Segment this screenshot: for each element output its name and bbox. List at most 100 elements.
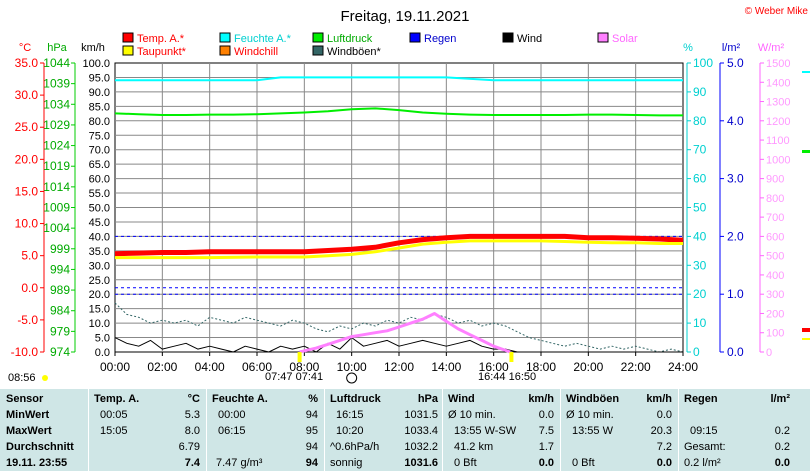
sensor-column: Sensor MinWert MaxWert Durchschnitt 19.1… — [6, 389, 86, 471]
temp-tick-3: 20.0 — [15, 152, 39, 166]
x-tick-6: 12:00 — [384, 360, 414, 374]
gusts-current-value: 0.0 — [656, 457, 672, 469]
pressure-min-time: 16:15 — [336, 409, 364, 421]
temp-unit-label: °C — [19, 42, 31, 54]
temp-tick-1: 30.0 — [15, 88, 39, 102]
wind-current-value: 0.0 — [538, 457, 554, 469]
legend-swatch-8 — [312, 45, 324, 56]
sensor-max-label: MaxWert — [6, 425, 52, 437]
temp-tick-7: 0.0 — [21, 281, 38, 295]
wind-bft: 0 Bft — [454, 457, 477, 469]
legend-label-4: Wind — [517, 33, 542, 45]
legend-swatch-1 — [219, 32, 231, 43]
legend-label-0: Temp. A.* — [137, 33, 185, 45]
sunset-marker — [509, 352, 514, 362]
temp-tick-6: 5.0 — [21, 249, 38, 263]
gusts-max-time: 13:55 W — [572, 425, 613, 437]
wind-tick-11: 45.0 — [89, 217, 110, 229]
pressure-current-value: 1031.6 — [404, 457, 438, 469]
pressure-tick-13: 979 — [50, 324, 70, 338]
right-marker-pressure — [802, 150, 810, 153]
rain-tick-3: 2.0 — [727, 229, 744, 243]
wind-tick-3: 85.0 — [89, 101, 110, 113]
rain-tick-2: 3.0 — [727, 172, 744, 186]
x-tick-2: 04:00 — [195, 360, 225, 374]
pressure-tick-2: 1034 — [43, 97, 70, 111]
humidity-max-value: 95 — [305, 425, 318, 437]
series-line-4 — [114, 302, 684, 353]
pressure-tick-1: 1039 — [43, 77, 70, 91]
solar-tick-0: 1500 — [766, 58, 790, 70]
pressure-max-value: 1033.4 — [404, 425, 438, 437]
solar-tick-14: 100 — [766, 328, 784, 340]
pressure-tick-11: 989 — [50, 283, 70, 297]
series-line-2 — [115, 76, 683, 82]
legend-swatch-7 — [219, 45, 231, 56]
wind-tick-6: 70.0 — [89, 145, 110, 157]
rain-tick-0: 5.0 — [727, 56, 744, 70]
pressure-column: Luftdruck hPa 16:15 1031.5 10:20 1033.4 … — [330, 389, 438, 471]
legend-swatch-2 — [312, 32, 324, 43]
x-tick-1: 02:00 — [147, 360, 177, 374]
legend-swatch-4 — [502, 32, 514, 43]
temp-min-value: 5.3 — [184, 409, 200, 421]
temp-tick-8: -5.0 — [17, 313, 38, 327]
solar-tick-10: 500 — [766, 251, 784, 263]
rain-unit: l/m² — [770, 393, 790, 405]
solar-tick-9: 600 — [766, 231, 784, 243]
legend-swatch-6 — [122, 45, 134, 56]
wind-tick-15: 25.0 — [89, 275, 110, 287]
wind-tick-5: 75.0 — [89, 130, 110, 142]
gusts-header: Windböen — [566, 393, 620, 405]
pressure-unit: hPa — [417, 393, 438, 405]
rain-total-value: 0.2 — [774, 441, 790, 453]
pressure-min-value: 1031.5 — [404, 409, 438, 421]
wind-max-value: 7.5 — [538, 425, 554, 437]
pressure-tick-6: 1014 — [43, 180, 70, 194]
humidity-tick-0: 100 — [693, 56, 713, 70]
legend-swatch-5 — [597, 32, 609, 43]
right-marker-temp — [802, 328, 810, 332]
solar-tick-15: 0 — [766, 347, 772, 359]
legend-swatch-0 — [122, 32, 134, 43]
humidity-unit: % — [308, 393, 318, 405]
solar-tick-3: 1200 — [766, 116, 790, 128]
wind-header: Wind — [448, 393, 475, 405]
gusts-avg-value: 7.2 — [656, 441, 672, 453]
solar-tick-7: 800 — [766, 193, 784, 205]
humidity-column: Feuchte A. % 00:00 94 06:15 95 94 7.47 g… — [212, 389, 318, 471]
summary-table: Sensor MinWert MaxWert Durchschnitt 19.1… — [0, 389, 810, 471]
sensor-avg-label: Durchschnitt — [6, 441, 74, 453]
rain-total-label: Gesamt: — [684, 441, 726, 453]
temp-avg-value: 6.79 — [178, 441, 200, 453]
solar-tick-1: 1400 — [766, 77, 790, 89]
temp-tick-4: 15.0 — [15, 184, 39, 198]
pressure-tick-0: 1044 — [43, 56, 70, 70]
x-tick-5: 10:00 — [337, 360, 367, 374]
humidity-avg-value: 94 — [305, 441, 318, 453]
wind-tick-17: 15.0 — [89, 304, 110, 316]
gusts-bft: 0 Bft — [572, 457, 595, 469]
sun-icon — [42, 375, 48, 381]
humidity-min-value: 94 — [305, 409, 318, 421]
solar-tick-2: 1300 — [766, 97, 790, 109]
wind-avg10-label: Ø 10 min. — [448, 409, 496, 421]
humidity-current-value: 94 — [305, 457, 318, 469]
humidity-abs: 7.47 g/m³ — [216, 457, 263, 469]
humidity-max-time: 06:15 — [218, 425, 246, 437]
solar-unit-label: W/m² — [758, 42, 785, 54]
sunset-label: 16:44 16:50 — [478, 371, 536, 383]
rain-unit-label: l/m² — [722, 42, 741, 54]
x-tick-4: 08:00 — [289, 360, 319, 374]
wind-tick-12: 40.0 — [89, 231, 110, 243]
humidity-tick-3: 70 — [693, 143, 707, 157]
temp-tick-0: 35.0 — [15, 56, 39, 70]
legend-label-8: Windböen* — [327, 46, 382, 58]
sensor-min-label: MinWert — [6, 409, 50, 421]
series-line-1 — [115, 239, 683, 260]
wind-tick-8: 60.0 — [89, 174, 110, 186]
temp-current-value: 7.4 — [184, 457, 200, 469]
rain-header: Regen — [684, 393, 718, 405]
rain-max-time: 09:15 — [690, 425, 718, 437]
legend-label-1: Feuchte A.* — [234, 33, 292, 45]
